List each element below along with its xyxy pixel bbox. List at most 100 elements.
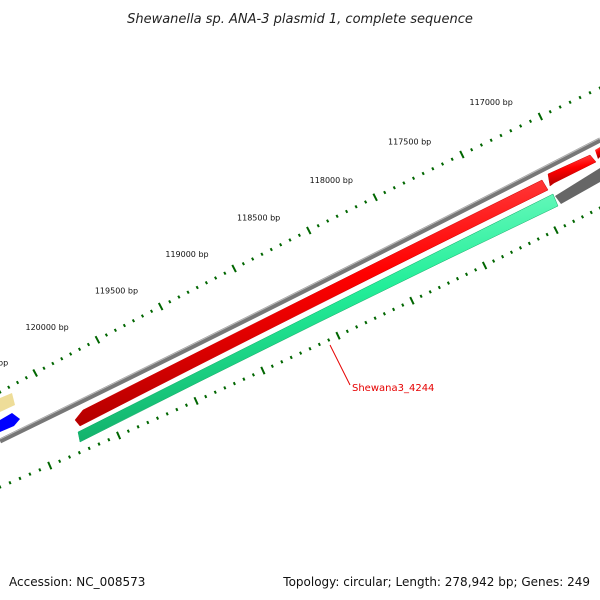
outer-tick-minor [568,100,572,105]
outer-tick-major [32,369,38,377]
outer-tick-major [94,335,101,344]
inner-tick-minor [155,416,160,420]
inner-tick-minor [464,272,469,277]
inner-tick-minor [97,442,101,446]
outer-tick-minor [251,257,255,261]
inner-tick-minor [345,329,349,334]
outer-tick-minor [316,223,320,228]
inner-tick-minor [165,412,169,416]
tick-label: 119000 bp [165,250,208,259]
outer-tick-minor [149,309,154,314]
outer-tick-minor [241,261,245,266]
outer-tick-minor [479,143,483,147]
inner-tick-minor [213,390,217,395]
inner-tick-minor [355,325,359,329]
outer-tick-major [537,112,543,121]
inner-tick-minor [87,446,91,451]
inner-tick-major [47,461,53,470]
outer-tick-minor [86,342,91,347]
inner-tick-minor [317,342,321,347]
gene-shewana3-4244[interactable] [77,193,559,443]
gene-red-strand[interactable] [74,179,549,427]
outer-tick-major [372,193,378,202]
inner-tick-minor [184,403,189,407]
inner-tick-major [481,261,488,270]
outer-tick-minor [69,352,73,356]
inner-tick-major [409,296,415,305]
inner-tick-minor [327,338,331,342]
inner-tick-major [553,226,559,235]
inner-tick-minor [501,254,505,259]
gene-yellow[interactable] [0,393,15,412]
inner-tick-minor [518,246,523,250]
outer-tick-minor [558,105,562,109]
gene-red-edge[interactable] [595,147,600,159]
inner-tick-minor [536,237,540,241]
outer-tick-ring: 117000 bp 117500 bp 118000 bp 118500 bp 1190… [0,86,600,394]
outer-tick-minor [131,318,136,323]
outer-tick-minor [7,385,11,390]
outer-tick-major [306,226,312,235]
inner-tick-major [335,331,341,340]
inner-tick-minor [280,360,284,364]
outer-tick-minor [214,276,218,280]
outer-tick-minor [345,209,349,214]
inner-tick-minor [428,290,432,294]
inner-tick-minor [242,377,246,381]
inner-tick-minor [18,476,22,481]
outer-tick-minor [195,285,199,290]
tick-label: 120000 bp [25,323,68,332]
outer-tick-minor [15,380,20,385]
outer-tick-major [459,150,465,159]
gene-label[interactable]: Shewana3_4244 [352,383,434,394]
gene-blue[interactable] [0,413,20,432]
plasmid-backbone [0,137,600,444]
outer-tick-minor [588,90,592,95]
outer-tick-minor [204,280,208,285]
accession-text: Accession: NC_008573 [9,575,145,589]
inner-tick-minor [563,223,567,228]
outer-tick-minor [440,162,445,166]
inner-tick-minor [446,281,450,285]
outer-tick-minor [186,290,190,295]
outer-tick-minor [383,190,387,195]
inner-tick-minor [107,437,111,442]
outer-tick-minor [450,157,454,162]
outer-tick-minor [24,375,28,380]
outer-tick-minor [42,366,46,371]
inner-tick-minor [527,241,531,246]
outer-tick-minor [51,361,55,366]
outer-tick-minor [269,247,273,252]
inner-tick-minor [474,268,478,272]
outer-tick-minor [421,171,425,176]
outer-tick-minor [411,176,416,181]
gene-gray[interactable] [555,168,600,204]
inner-tick-minor [373,316,377,320]
outer-tick-minor [177,295,181,299]
outer-tick-minor [509,128,513,133]
outer-tick-minor [0,390,2,394]
outer-tick-minor [354,204,358,209]
inner-tick-minor [232,381,236,386]
inner-tick-major [193,396,199,405]
inner-tick-minor [8,480,12,485]
inner-tick-minor [299,351,303,355]
gene-label-leader [329,344,351,386]
outer-tick-minor [335,214,339,219]
outer-tick-minor [326,219,330,223]
inner-tick-minor [401,303,405,307]
outer-tick-minor [364,200,368,204]
inner-tick-minor [204,394,208,399]
summary-text: Topology: circular; Length: 278,942 bp; … [282,575,590,589]
outer-tick-minor [279,242,283,247]
outer-tick-minor [168,299,172,304]
gene-red-small[interactable] [547,154,597,187]
inner-tick-minor [364,320,368,325]
tick-label: 118000 bp [310,176,353,185]
outer-tick-minor [260,252,264,257]
inner-tick-minor [308,346,312,351]
tick-label: 117000 bp [470,98,513,107]
outer-tick-minor [288,238,292,242]
inner-tick-minor [545,232,549,237]
